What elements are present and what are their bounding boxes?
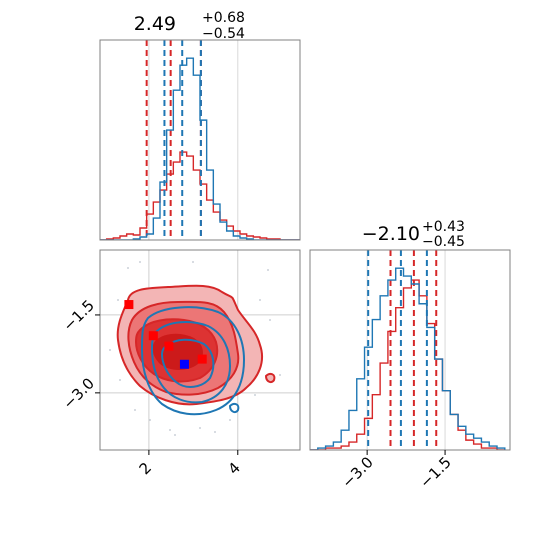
title-bottom-right-sup: +0.43 (422, 219, 465, 235)
contour-blue-mid (150, 321, 232, 404)
marker-1 (148, 331, 158, 341)
histogram-panel-y: −3.0 −1.5 (309, 249, 511, 492)
histogram-series-0 (310, 279, 505, 450)
scatter-points (109, 261, 281, 436)
marker-3 (197, 354, 207, 364)
contour-blue-inner (160, 338, 215, 388)
x-tick-label: 4 (225, 459, 244, 478)
histogram-series-0 (100, 151, 300, 240)
y-tick-label: −3.0 (59, 374, 97, 412)
title-top-left-main: 2.49 (134, 13, 176, 35)
histogram-panel-x (99, 39, 301, 241)
marker-4 (179, 359, 189, 369)
title-bottom-right-sub: −0.45 (422, 234, 465, 250)
x-tick-label: −3.0 (338, 453, 376, 491)
x-tick-label: 2 (136, 459, 155, 478)
histogram-series-1 (310, 267, 506, 450)
title-bottom-right-main: −2.10 (362, 223, 420, 245)
marker-2 (164, 341, 174, 351)
y-tick-label: −1.5 (59, 296, 97, 334)
title-top-left: 2.49 (134, 13, 176, 35)
histogram-series-1 (100, 57, 300, 240)
contour-blue-small (228, 402, 240, 414)
title-top-left-sup: +0.68 (202, 10, 245, 26)
x-tick-label: −1.5 (416, 453, 454, 491)
contour-red-small (264, 372, 276, 384)
contour-blue-outer (140, 306, 246, 416)
contour-panel: 2 4 −1.5 −3.0 (59, 249, 301, 478)
marker-0 (124, 300, 134, 310)
title-top-left-sub: −0.54 (202, 26, 245, 42)
